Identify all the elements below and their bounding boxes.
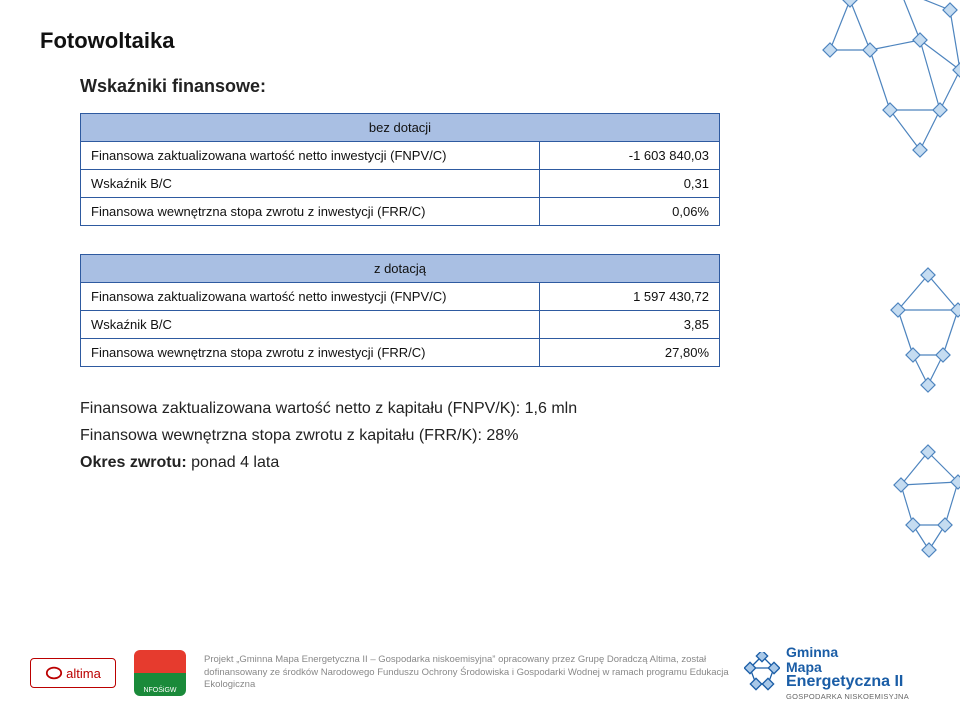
nfos-logo: NFOŚiGW — [134, 650, 186, 696]
gme-line2: Mapa — [786, 660, 936, 675]
network-decoration-icon — [878, 265, 960, 395]
table-bez-dotacji: bez dotacji Finansowa zaktualizowana war… — [80, 113, 720, 226]
table2-r1-label: Wskaźnik B/C — [81, 311, 540, 339]
table1-r2-value: 0,06% — [540, 198, 720, 226]
footer: altima NFOŚiGW Projekt „Gminna Mapa Ener… — [0, 638, 960, 708]
body-text: Finansowa zaktualizowana wartość netto z… — [80, 395, 920, 477]
network-decoration-icon — [820, 0, 960, 160]
table1-r1-label: Wskaźnik B/C — [81, 170, 540, 198]
page-title: Fotowoltaika — [40, 28, 920, 54]
altima-text: altima — [66, 666, 101, 681]
body-line1a: Finansowa zaktualizowana wartość netto z… — [80, 400, 525, 417]
body-line3b: ponad 4 lata — [187, 454, 280, 471]
gme-logo-text: Gminna Mapa Energetyczna II GOSPODARKA N… — [786, 645, 936, 701]
gme-line3: Energetyczna II — [786, 674, 936, 691]
body-line2a: Finansowa wewnętrzna stopa zwrotu z kapi… — [80, 427, 486, 444]
gme-line1: Gminna — [786, 645, 936, 660]
table-row: Wskaźnik B/C 3,85 — [81, 311, 720, 339]
table-row: Finansowa wewnętrzna stopa zwrotu z inwe… — [81, 339, 720, 367]
table2-r2-value: 27,80% — [540, 339, 720, 367]
body-line3a: Okres zwrotu: — [80, 454, 187, 471]
table2-r0-label: Finansowa zaktualizowana wartość netto i… — [81, 283, 540, 311]
body-line2b: 28% — [486, 427, 518, 444]
table2-r0-value: 1 597 430,72 — [540, 283, 720, 311]
gme-logo-icon — [744, 652, 780, 694]
table1-r0-value: -1 603 840,03 — [540, 142, 720, 170]
table-row: Finansowa zaktualizowana wartość netto i… — [81, 142, 720, 170]
table2-header: z dotacją — [81, 255, 720, 283]
table1-r2-label: Finansowa wewnętrzna stopa zwrotu z inwe… — [81, 198, 540, 226]
table-row: Finansowa zaktualizowana wartość netto i… — [81, 283, 720, 311]
footer-description: Projekt „Gminna Mapa Energetyczna II – G… — [204, 654, 744, 692]
table1-r1-value: 0,31 — [540, 170, 720, 198]
table1-header: bez dotacji — [81, 114, 720, 142]
table-row: Finansowa wewnętrzna stopa zwrotu z inwe… — [81, 198, 720, 226]
gme-line4: GOSPODARKA NISKOEMISYJNA — [786, 692, 936, 701]
table2-r2-label: Finansowa wewnętrzna stopa zwrotu z inwe… — [81, 339, 540, 367]
table1-r0-label: Finansowa zaktualizowana wartość netto i… — [81, 142, 540, 170]
altima-logo: altima — [30, 658, 116, 688]
network-decoration-icon — [883, 440, 960, 560]
table-row: Wskaźnik B/C 0,31 — [81, 170, 720, 198]
subtitle: Wskaźniki finansowe: — [80, 76, 920, 97]
body-line1b: 1,6 mln — [525, 400, 577, 417]
table-z-dotacja: z dotacją Finansowa zaktualizowana warto… — [80, 254, 720, 367]
table2-r1-value: 3,85 — [540, 311, 720, 339]
